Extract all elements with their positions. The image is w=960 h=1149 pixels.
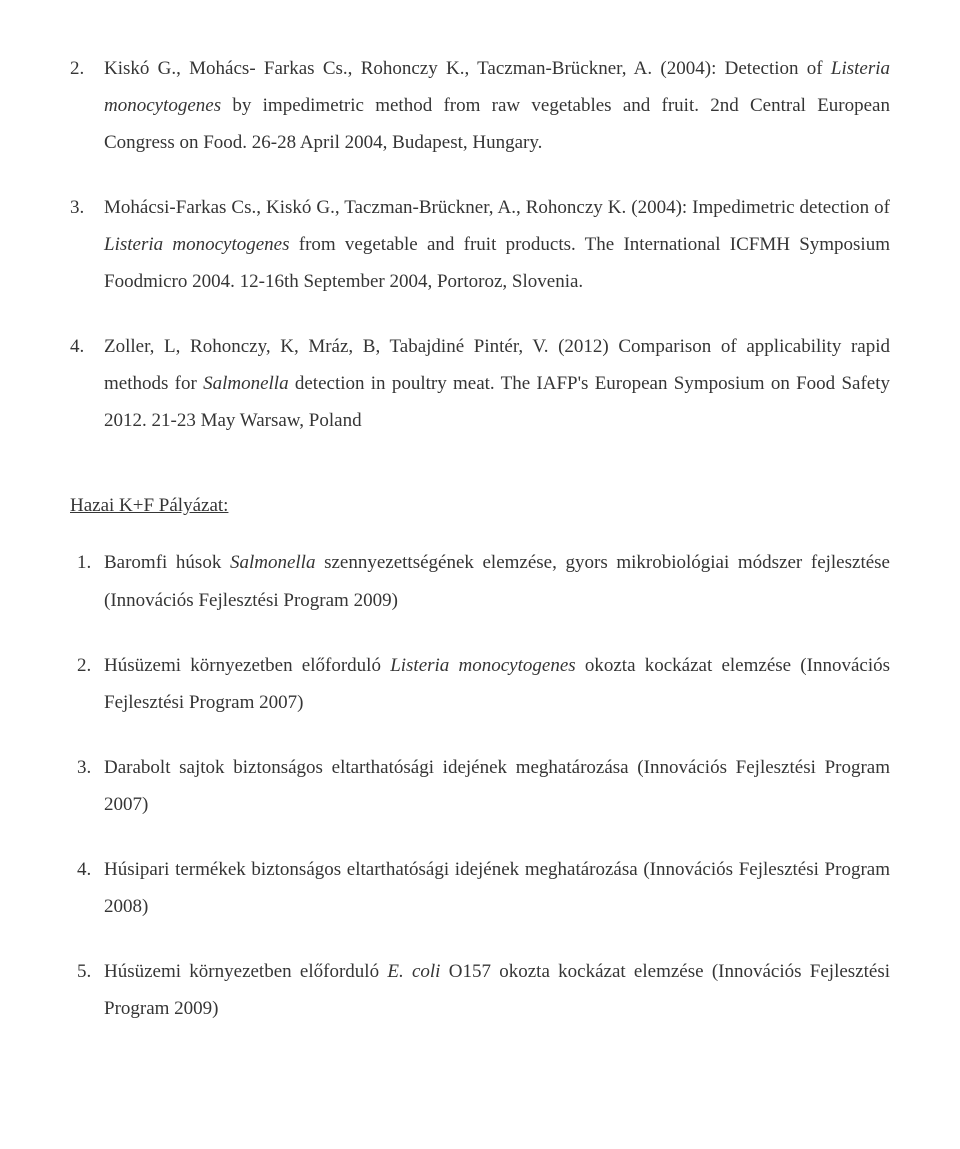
pub-number: 4. — [70, 328, 84, 365]
publications-list: 2. Kiskó G., Mohács- Farkas Cs., Rohoncz… — [70, 50, 890, 439]
proj-text-1: Húsüzemi környezetben előforduló — [104, 961, 387, 982]
proj-italic-1: E. coli — [387, 961, 440, 982]
project-item: Húsüzemi környezetben előforduló Listeri… — [96, 647, 890, 721]
pub-text-2: by impedimetric method from raw vegetabl… — [104, 95, 890, 153]
project-item: Húsipari termékek biztonságos eltartható… — [96, 851, 890, 925]
publication-item: 3. Mohácsi-Farkas Cs., Kiskó G., Taczman… — [70, 189, 890, 300]
publication-item: 2. Kiskó G., Mohács- Farkas Cs., Rohoncz… — [70, 50, 890, 161]
project-item: Húsüzemi környezetben előforduló E. coli… — [96, 953, 890, 1027]
pub-number: 2. — [70, 50, 84, 87]
proj-text-1: Baromfi húsok — [104, 552, 230, 573]
pub-text-1: Mohácsi-Farkas Cs., Kiskó G., Taczman-Br… — [104, 197, 890, 218]
pub-number: 3. — [70, 189, 84, 226]
proj-text-1: Húsüzemi környezetben előforduló — [104, 655, 390, 676]
section-heading: Hazai K+F Pályázat: — [70, 487, 890, 524]
proj-italic-1: Listeria monocytogenes — [390, 655, 575, 676]
pub-italic-1: Salmonella — [203, 373, 289, 394]
pub-text-1: Kiskó G., Mohács- Farkas Cs., Rohonczy K… — [104, 58, 831, 79]
publication-item: 4. Zoller, L, Rohonczy, K, Mráz, B, Taba… — [70, 328, 890, 439]
proj-text-1: Darabolt sajtok biztonságos eltarthatósá… — [104, 757, 890, 815]
project-item: Baromfi húsok Salmonella szennyezettségé… — [96, 544, 890, 618]
pub-italic-1: Listeria monocytogenes — [104, 234, 290, 255]
projects-list: Baromfi húsok Salmonella szennyezettségé… — [70, 544, 890, 1026]
proj-text-1: Húsipari termékek biztonságos eltartható… — [104, 859, 890, 917]
project-item: Darabolt sajtok biztonságos eltarthatósá… — [96, 749, 890, 823]
proj-italic-1: Salmonella — [230, 552, 316, 573]
